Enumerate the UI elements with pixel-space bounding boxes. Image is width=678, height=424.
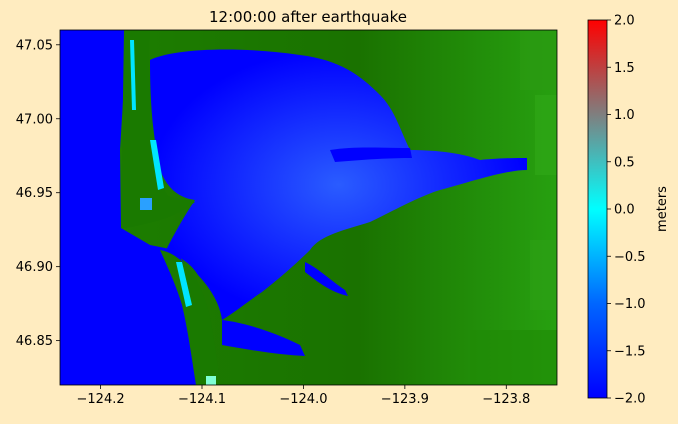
y-tick-label: 46.95 [16, 186, 53, 201]
x-tick-label: −124.1 [178, 392, 226, 407]
y-tick-label: 46.90 [16, 260, 53, 275]
x-axis: −124.2 −124.1 −124.0 −123.9 −123.8 [77, 385, 530, 407]
colorbar-tick-label: 2.0 [614, 14, 635, 29]
colorbar-label: meters [655, 186, 670, 232]
plot-frame [59, 29, 558, 386]
colorbar-tick-label: 0.0 [614, 203, 635, 218]
colorbar-tick-label: −0.5 [614, 250, 646, 265]
map-raster [60, 30, 557, 385]
y-tick-label: 47.00 [16, 112, 53, 127]
chart-title: 12:00:00 after earthquake [209, 8, 407, 26]
x-tick-label: −123.9 [381, 392, 429, 407]
colorbar-axis: −2.0 −1.5 −1.0 −0.5 0.0 0.5 1.0 1.5 2.0 [607, 14, 646, 407]
y-axis: 46.85 46.90 46.95 47.00 47.05 [16, 38, 60, 349]
colorbar-tick-label: −1.5 [614, 344, 646, 359]
x-tick-label: −123.8 [482, 392, 530, 407]
colorbar-tick-label: 1.5 [614, 61, 635, 76]
y-tick-label: 47.05 [16, 38, 53, 53]
colorbar-tick-label: 1.0 [614, 108, 635, 123]
colorbar-tick-label: −2.0 [614, 392, 646, 407]
y-tick-label: 46.85 [16, 334, 53, 349]
colorbar-tick-label: −1.0 [614, 297, 646, 312]
colorbar-tick-label: 0.5 [614, 155, 635, 170]
x-tick-label: −124.0 [279, 392, 327, 407]
x-tick-label: −124.2 [77, 392, 125, 407]
colorbar [587, 19, 608, 399]
